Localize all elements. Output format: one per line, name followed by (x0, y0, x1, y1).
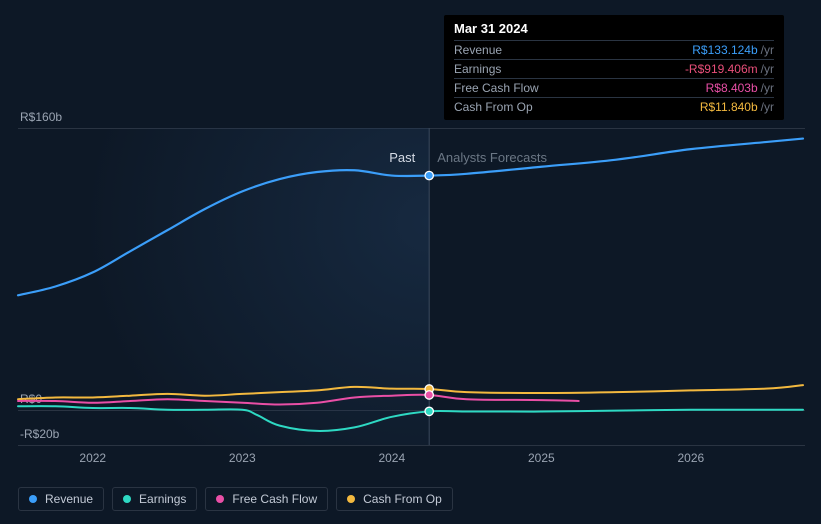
tooltip-row-suffix: /yr (761, 81, 774, 95)
hover-tooltip: Mar 31 2024 RevenueR$133.124b/yrEarnings… (444, 15, 784, 120)
tooltip-row: Cash From Op R$11.840b/yr (454, 97, 774, 116)
hover-marker-free_cash_flow (425, 391, 433, 399)
x-axis-label: 2025 (528, 451, 555, 465)
tooltip-row: Earnings -R$919.406m/yr (454, 59, 774, 78)
x-axis-label: 2023 (229, 451, 256, 465)
legend-item-label: Earnings (139, 492, 186, 506)
tooltip-row-label: Revenue (454, 43, 502, 57)
series-line-revenue (18, 139, 803, 296)
x-axis-label: 2026 (677, 451, 704, 465)
tooltip-row-suffix: /yr (761, 62, 774, 76)
hover-marker-earnings (425, 407, 433, 415)
tooltip-title: Mar 31 2024 (454, 21, 774, 36)
legend-item-revenue[interactable]: Revenue (18, 487, 104, 511)
x-axis-label: 2022 (79, 451, 106, 465)
chart-container: R$160bR$0-R$20b Past Analysts Forecasts … (0, 0, 821, 524)
tooltip-row-value: R$8.403b (706, 81, 758, 95)
tooltip-row-value: R$133.124b (692, 43, 757, 57)
tooltip-row-suffix: /yr (761, 100, 774, 114)
legend-item-label: Revenue (45, 492, 93, 506)
legend-item-label: Free Cash Flow (232, 492, 317, 506)
hover-marker-revenue (425, 171, 433, 179)
legend-dot-icon (216, 495, 224, 503)
legend-dot-icon (347, 495, 355, 503)
legend: Revenue Earnings Free Cash Flow Cash From O… (18, 487, 453, 511)
tooltip-row-label: Earnings (454, 62, 501, 76)
tooltip-row-value-wrap: R$8.403b/yr (706, 81, 774, 95)
legend-item-cash-from-op[interactable]: Cash From Op (336, 487, 453, 511)
legend-item-free-cash-flow[interactable]: Free Cash Flow (205, 487, 328, 511)
tooltip-row-value-wrap: -R$919.406m/yr (685, 62, 774, 76)
tooltip-row-value-wrap: R$11.840b/yr (700, 100, 774, 114)
tooltip-row-label: Free Cash Flow (454, 81, 539, 95)
tooltip-row-value: -R$919.406m (685, 62, 758, 76)
x-axis-label: 2024 (378, 451, 405, 465)
legend-item-earnings[interactable]: Earnings (112, 487, 197, 511)
tooltip-row-value: R$11.840b (700, 100, 758, 114)
legend-dot-icon (123, 495, 131, 503)
tooltip-row-label: Cash From Op (454, 100, 533, 114)
tooltip-row-value-wrap: R$133.124b/yr (692, 43, 774, 57)
legend-item-label: Cash From Op (363, 492, 442, 506)
legend-dot-icon (29, 495, 37, 503)
series-line-cash_from_op (18, 385, 803, 399)
series-line-earnings (18, 406, 803, 431)
tooltip-row: Revenue R$133.124b/yr (454, 40, 774, 59)
tooltip-row-suffix: /yr (761, 43, 774, 57)
tooltip-row: Free Cash Flow R$8.403b/yr (454, 78, 774, 97)
